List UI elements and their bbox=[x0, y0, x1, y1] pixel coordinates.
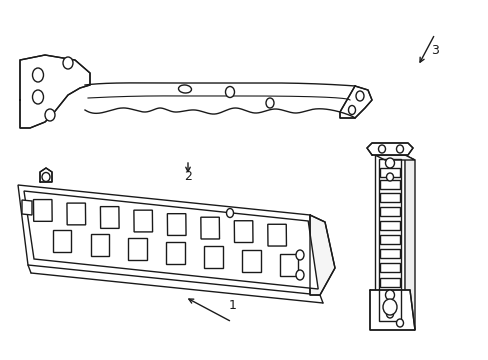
Polygon shape bbox=[369, 290, 414, 330]
Polygon shape bbox=[100, 207, 119, 228]
Polygon shape bbox=[366, 143, 412, 155]
Ellipse shape bbox=[396, 145, 403, 153]
Polygon shape bbox=[242, 250, 260, 272]
Polygon shape bbox=[379, 221, 399, 230]
Text: 2: 2 bbox=[184, 170, 192, 183]
Text: 1: 1 bbox=[228, 299, 236, 312]
Ellipse shape bbox=[355, 91, 363, 101]
Polygon shape bbox=[309, 215, 334, 295]
Ellipse shape bbox=[382, 299, 396, 315]
Polygon shape bbox=[53, 230, 71, 252]
Polygon shape bbox=[404, 155, 414, 330]
Ellipse shape bbox=[385, 290, 394, 300]
Polygon shape bbox=[379, 263, 399, 272]
Polygon shape bbox=[67, 203, 85, 225]
Ellipse shape bbox=[63, 57, 73, 69]
Polygon shape bbox=[267, 224, 286, 246]
Polygon shape bbox=[379, 278, 399, 287]
Ellipse shape bbox=[32, 90, 43, 104]
Polygon shape bbox=[379, 235, 399, 244]
Ellipse shape bbox=[385, 158, 394, 168]
Polygon shape bbox=[40, 168, 52, 182]
Ellipse shape bbox=[226, 208, 233, 217]
Polygon shape bbox=[379, 168, 399, 177]
Ellipse shape bbox=[32, 68, 43, 82]
Polygon shape bbox=[33, 199, 52, 221]
Polygon shape bbox=[166, 242, 184, 264]
Polygon shape bbox=[128, 238, 146, 260]
Polygon shape bbox=[90, 234, 109, 256]
Polygon shape bbox=[379, 249, 399, 258]
Polygon shape bbox=[280, 255, 298, 276]
Polygon shape bbox=[379, 193, 399, 202]
Polygon shape bbox=[234, 221, 252, 243]
Polygon shape bbox=[379, 180, 399, 189]
Polygon shape bbox=[374, 155, 404, 325]
Text: 3: 3 bbox=[430, 44, 438, 57]
Polygon shape bbox=[24, 191, 318, 289]
Polygon shape bbox=[22, 200, 32, 215]
Polygon shape bbox=[379, 207, 399, 216]
Ellipse shape bbox=[45, 109, 55, 121]
Polygon shape bbox=[374, 155, 414, 160]
Ellipse shape bbox=[178, 85, 191, 93]
Polygon shape bbox=[204, 246, 222, 268]
Ellipse shape bbox=[386, 310, 393, 318]
Ellipse shape bbox=[378, 145, 385, 153]
Ellipse shape bbox=[42, 172, 50, 181]
Ellipse shape bbox=[295, 250, 304, 260]
Ellipse shape bbox=[265, 98, 273, 108]
Ellipse shape bbox=[348, 105, 355, 114]
Polygon shape bbox=[134, 210, 152, 232]
Polygon shape bbox=[20, 55, 90, 128]
Polygon shape bbox=[18, 185, 319, 295]
Ellipse shape bbox=[225, 86, 234, 98]
Polygon shape bbox=[167, 214, 185, 235]
Polygon shape bbox=[339, 86, 371, 118]
Ellipse shape bbox=[386, 173, 393, 181]
Ellipse shape bbox=[295, 270, 304, 280]
Ellipse shape bbox=[396, 319, 403, 327]
Polygon shape bbox=[201, 217, 219, 239]
